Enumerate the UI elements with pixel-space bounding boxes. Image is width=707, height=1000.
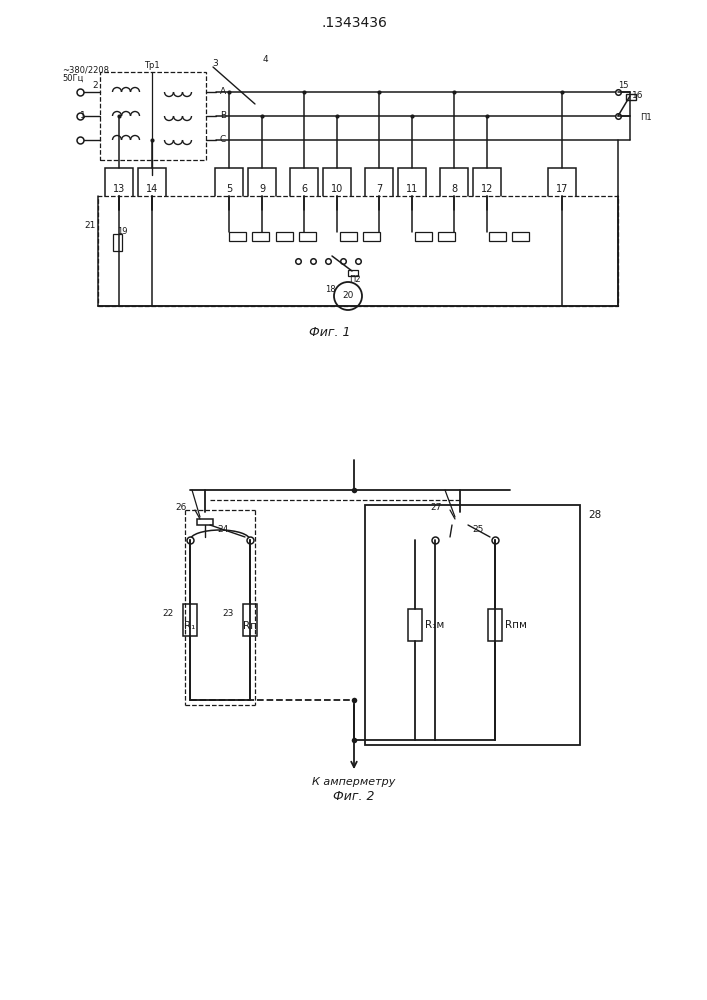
Text: ~380/2208: ~380/2208 — [62, 66, 109, 75]
Bar — [113, 234, 122, 251]
Bar — [243, 604, 257, 636]
Text: 27: 27 — [431, 502, 442, 512]
Text: П2: П2 — [349, 274, 361, 284]
Bar — [398, 168, 426, 210]
Bar — [365, 168, 393, 210]
Text: Rпм: Rпм — [505, 620, 527, 630]
Bar — [100, 72, 206, 160]
Bar — [452, 519, 468, 525]
Text: 5: 5 — [226, 184, 232, 194]
Text: 20: 20 — [342, 292, 354, 300]
Text: 15: 15 — [618, 82, 629, 91]
Bar — [408, 609, 422, 641]
Bar — [440, 168, 468, 210]
Text: 25: 25 — [472, 526, 484, 534]
Bar — [365, 505, 580, 745]
Text: 22: 22 — [163, 609, 174, 618]
Text: 13: 13 — [113, 184, 125, 194]
Text: Фиг. 2: Фиг. 2 — [333, 790, 375, 804]
Bar — [215, 168, 243, 210]
Bar — [98, 196, 618, 306]
Text: 6: 6 — [301, 184, 307, 194]
Text: 14: 14 — [146, 184, 158, 194]
Text: 9: 9 — [259, 184, 265, 194]
Bar — [548, 168, 576, 210]
Bar — [473, 168, 501, 210]
Text: 1: 1 — [80, 111, 86, 120]
Bar — [252, 232, 269, 241]
Text: П1: П1 — [640, 113, 652, 122]
Text: 7: 7 — [376, 184, 382, 194]
Text: 17: 17 — [556, 184, 568, 194]
Bar — [299, 232, 316, 241]
Bar — [438, 232, 455, 241]
Text: C: C — [220, 135, 226, 144]
Bar — [348, 270, 358, 276]
Bar — [276, 232, 293, 241]
Text: 26: 26 — [175, 502, 187, 512]
Text: 28: 28 — [588, 510, 601, 520]
Bar — [229, 232, 246, 241]
Bar — [340, 232, 357, 241]
Text: Фиг. 1: Фиг. 1 — [309, 326, 351, 338]
Bar — [363, 232, 380, 241]
Bar — [512, 232, 529, 241]
Text: R₁м: R₁м — [425, 620, 444, 630]
Text: 4: 4 — [262, 55, 268, 64]
Bar — [290, 168, 318, 210]
Text: К амперметру: К амперметру — [312, 777, 396, 787]
Text: .1343436: .1343436 — [321, 16, 387, 30]
Text: B: B — [220, 111, 226, 120]
Bar — [183, 604, 197, 636]
Bar — [197, 519, 213, 525]
Text: 3: 3 — [212, 60, 218, 68]
Text: 11: 11 — [406, 184, 418, 194]
Text: 16: 16 — [632, 91, 644, 100]
Bar — [138, 168, 166, 210]
Text: Тр1: Тр1 — [144, 62, 160, 70]
Text: 21: 21 — [85, 222, 96, 231]
Text: Rп: Rп — [243, 621, 257, 631]
Text: 19: 19 — [117, 228, 127, 236]
Text: 8: 8 — [451, 184, 457, 194]
Bar — [248, 168, 276, 210]
Text: 24: 24 — [217, 526, 228, 534]
Text: A: A — [220, 88, 226, 97]
Text: 50Гц: 50Гц — [62, 74, 83, 83]
Text: R₁: R₁ — [185, 621, 196, 631]
Bar — [415, 232, 432, 241]
Text: 10: 10 — [331, 184, 343, 194]
Bar — [105, 168, 133, 210]
Bar — [323, 168, 351, 210]
Bar — [626, 94, 636, 100]
Bar — [488, 609, 502, 641]
Bar — [489, 232, 506, 241]
Text: 23: 23 — [223, 609, 234, 618]
Text: 18: 18 — [325, 284, 335, 294]
Text: 12: 12 — [481, 184, 493, 194]
Text: 2: 2 — [92, 81, 98, 90]
